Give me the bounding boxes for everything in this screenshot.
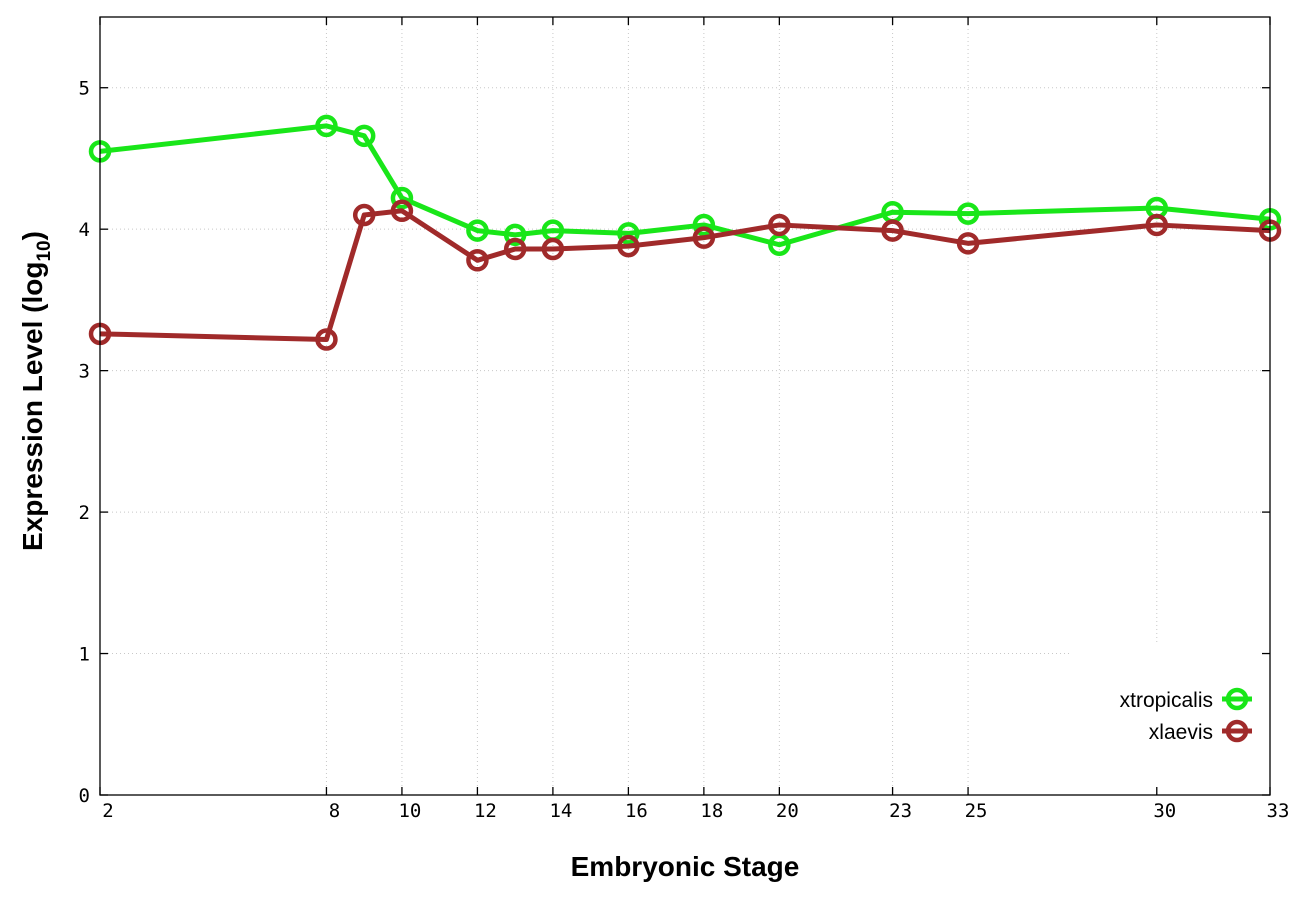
x-tick-label: 18: [700, 800, 723, 822]
data-point-xtropicalis: [692, 213, 716, 237]
legend-label: xtropicalis: [1120, 689, 1213, 712]
series-line-xtropicalis: [99, 123, 1271, 248]
y-tick-label: 1: [79, 644, 90, 666]
x-tick-label: 12: [474, 800, 497, 822]
data-point-xtropicalis: [956, 202, 980, 225]
data-point-xlaevis: [466, 249, 489, 272]
data-point-xtropicalis: [503, 223, 527, 247]
x-tick-label: 23: [889, 800, 912, 822]
legend-marker: [1225, 719, 1249, 743]
y-tick-label: 0: [79, 785, 90, 807]
y-axis-title-close: ): [17, 231, 48, 240]
series-xtropicalis: [88, 114, 1282, 256]
y-axis-title-main: Expression Level (log: [17, 262, 48, 551]
data-point-xlaevis: [390, 199, 414, 223]
legend-background: [1072, 642, 1268, 792]
series-line-xlaevis: [99, 208, 1271, 343]
x-tick-label: 10: [398, 800, 421, 822]
y-tick-label: 5: [79, 78, 90, 100]
series-xlaevis: [88, 199, 1282, 351]
series-layer: [88, 114, 1282, 351]
data-point-xtropicalis: [466, 219, 489, 242]
data-point-xlaevis: [768, 213, 791, 237]
data-point-xlaevis: [315, 328, 338, 351]
data-point-xlaevis: [352, 203, 376, 227]
data-point-xlaevis: [881, 219, 904, 242]
data-point-xlaevis: [503, 237, 527, 261]
data-point-xlaevis: [1145, 213, 1169, 237]
legend-marker: [1225, 687, 1249, 711]
data-point-xtropicalis: [617, 222, 640, 245]
y-tick-label: 4: [79, 219, 90, 241]
x-tick-label: 16: [625, 800, 648, 822]
x-tick-label: 25: [965, 800, 988, 822]
y-axis-title-subscript: 10: [34, 240, 55, 261]
legend-item-xlaevis: xlaevis: [1149, 719, 1252, 744]
data-point-xtropicalis: [352, 124, 376, 148]
plot-frame: [99, 16, 1271, 796]
x-axis-title: Embryonic Stage: [571, 851, 800, 882]
data-point-xlaevis: [956, 232, 980, 255]
data-point-xlaevis: [617, 234, 640, 258]
x-tick-label: 8: [329, 800, 340, 822]
data-point-xlaevis: [541, 237, 565, 261]
legend-item-xtropicalis: xtropicalis: [1120, 687, 1252, 712]
data-point-xlaevis: [692, 226, 716, 249]
y-axis-title: Expression Level (log10): [17, 231, 55, 551]
y-tick-label: 3: [79, 361, 90, 383]
x-tick-label: 20: [776, 800, 799, 822]
x-tick-label: 14: [549, 800, 572, 822]
legend: xtropicalis xlaevis: [1120, 687, 1252, 744]
legend-label: xlaevis: [1149, 721, 1213, 744]
data-point-xtropicalis: [315, 114, 338, 138]
y-tick-label: 2: [79, 502, 90, 524]
x-tick-label: 2: [102, 800, 113, 822]
x-tick-label: 33: [1267, 800, 1290, 822]
data-point-xtropicalis: [390, 186, 414, 210]
x-tick-label: 30: [1153, 800, 1176, 822]
